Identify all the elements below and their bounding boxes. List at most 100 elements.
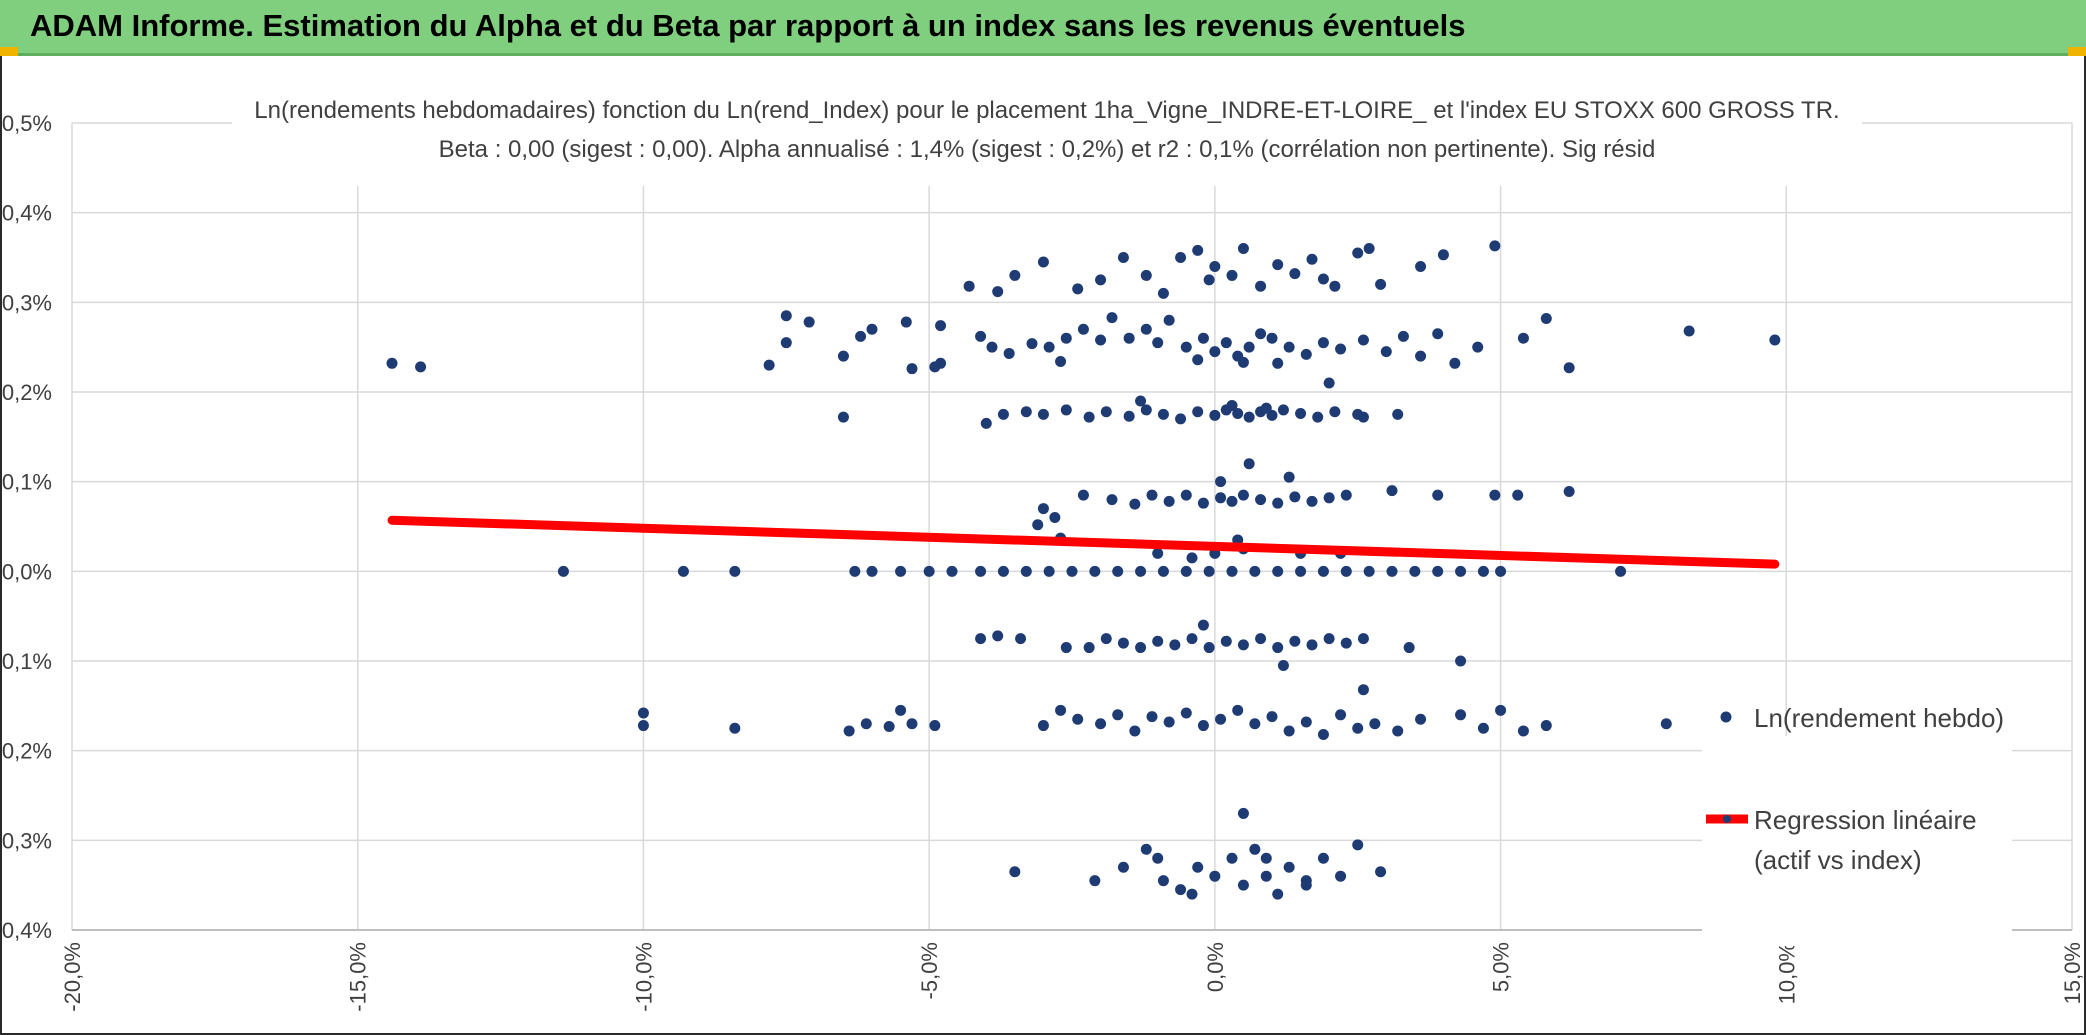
data-point — [906, 718, 918, 730]
data-point — [1266, 332, 1278, 344]
data-point — [1175, 252, 1187, 263]
data-point — [975, 330, 987, 342]
data-point — [1077, 489, 1089, 501]
y-tick-label: 0,0% — [2, 559, 52, 584]
data-point — [1186, 552, 1198, 564]
data-point — [946, 565, 958, 577]
data-point — [1517, 332, 1529, 344]
data-point — [677, 565, 689, 577]
data-point — [1037, 408, 1049, 420]
data-point — [855, 330, 867, 342]
report-title: ADAM Informe. Estimation du Alpha et du … — [30, 8, 1466, 43]
data-point — [900, 316, 912, 328]
data-point — [1175, 884, 1187, 896]
data-point — [1300, 716, 1312, 728]
data-point — [1215, 713, 1227, 725]
data-point — [1249, 718, 1261, 730]
data-point — [1295, 565, 1307, 577]
data-point — [1072, 713, 1084, 725]
legend-point-marker — [1720, 711, 1732, 723]
regression-layer — [387, 515, 1780, 569]
x-tick-label: 0,0% — [1203, 942, 1228, 992]
data-point — [923, 565, 935, 577]
data-point — [883, 720, 895, 732]
data-point — [1197, 497, 1209, 509]
data-point — [1135, 642, 1147, 654]
data-point — [1260, 870, 1272, 882]
data-point — [1329, 406, 1341, 418]
data-point — [1357, 684, 1369, 696]
data-point — [1180, 707, 1192, 719]
data-point — [1415, 713, 1427, 725]
data-point — [729, 565, 741, 577]
data-point — [1095, 334, 1107, 346]
data-point — [1403, 642, 1415, 654]
data-point — [557, 565, 569, 577]
data-point — [637, 707, 649, 719]
data-point — [1180, 565, 1192, 577]
data-point — [1243, 458, 1255, 470]
data-point — [1095, 274, 1107, 286]
data-point — [1317, 337, 1329, 349]
data-point — [1197, 720, 1209, 732]
x-tick-label: 10,0% — [1774, 942, 1799, 1004]
data-point — [1020, 406, 1032, 418]
data-point — [1100, 633, 1112, 645]
data-point — [803, 316, 815, 328]
data-point — [1043, 565, 1055, 577]
x-tick-label: 5,0% — [1489, 942, 1514, 992]
data-point — [929, 361, 941, 373]
data-point — [929, 720, 941, 732]
data-point — [1260, 402, 1272, 414]
data-point — [1415, 260, 1427, 272]
data-point — [1477, 565, 1489, 577]
data-point — [1117, 861, 1129, 873]
data-point — [1237, 639, 1249, 651]
data-point — [1072, 283, 1084, 295]
data-point — [1323, 633, 1335, 645]
data-point — [1300, 879, 1312, 891]
data-point — [1163, 314, 1175, 326]
data-point — [895, 704, 907, 716]
data-point — [849, 565, 861, 577]
data-point — [1495, 704, 1507, 716]
data-point — [1415, 350, 1427, 362]
data-point — [1306, 639, 1318, 651]
legend-line-point — [1723, 815, 1731, 823]
data-point — [1226, 399, 1238, 411]
data-point — [1563, 486, 1575, 498]
data-point — [1352, 722, 1364, 734]
data-point — [1323, 492, 1335, 504]
data-point — [1363, 565, 1375, 577]
data-point — [1300, 348, 1312, 360]
data-point — [1089, 565, 1101, 577]
legend-label-line-2: (actif vs index) — [1754, 845, 1922, 875]
data-point — [963, 280, 975, 292]
data-points — [386, 240, 1781, 900]
data-point — [1140, 843, 1152, 855]
data-point — [1152, 337, 1164, 349]
data-point — [1226, 269, 1238, 281]
data-point — [1392, 725, 1404, 737]
data-point — [1255, 328, 1267, 340]
data-point — [1289, 635, 1301, 647]
data-point — [1683, 325, 1695, 337]
data-point — [1060, 642, 1072, 654]
data-point — [1232, 408, 1244, 420]
data-point — [1455, 565, 1467, 577]
data-point — [1335, 870, 1347, 882]
data-point — [1283, 471, 1295, 483]
data-point — [1517, 725, 1529, 737]
data-point — [1266, 711, 1278, 723]
x-axis-ticks: -20,0% -15,0% -10,0% -5,0% 0,0% 5,0% 10,0% 15,0… — [60, 942, 2084, 1012]
y-axis-ticks: -0,4% -0,3% -0,2% -0,1% 0,0% 0,1% 0,2% 0,3% 0,4%… — [2, 111, 52, 943]
data-point — [1037, 720, 1049, 732]
data-point — [1152, 547, 1164, 559]
data-point — [992, 630, 1004, 642]
y-tick-label: 0,1% — [2, 470, 52, 495]
data-point — [935, 320, 947, 332]
data-point — [1489, 489, 1501, 501]
data-point — [1375, 866, 1387, 878]
data-point — [1489, 240, 1501, 252]
x-tick-label: -5,0% — [917, 942, 942, 999]
